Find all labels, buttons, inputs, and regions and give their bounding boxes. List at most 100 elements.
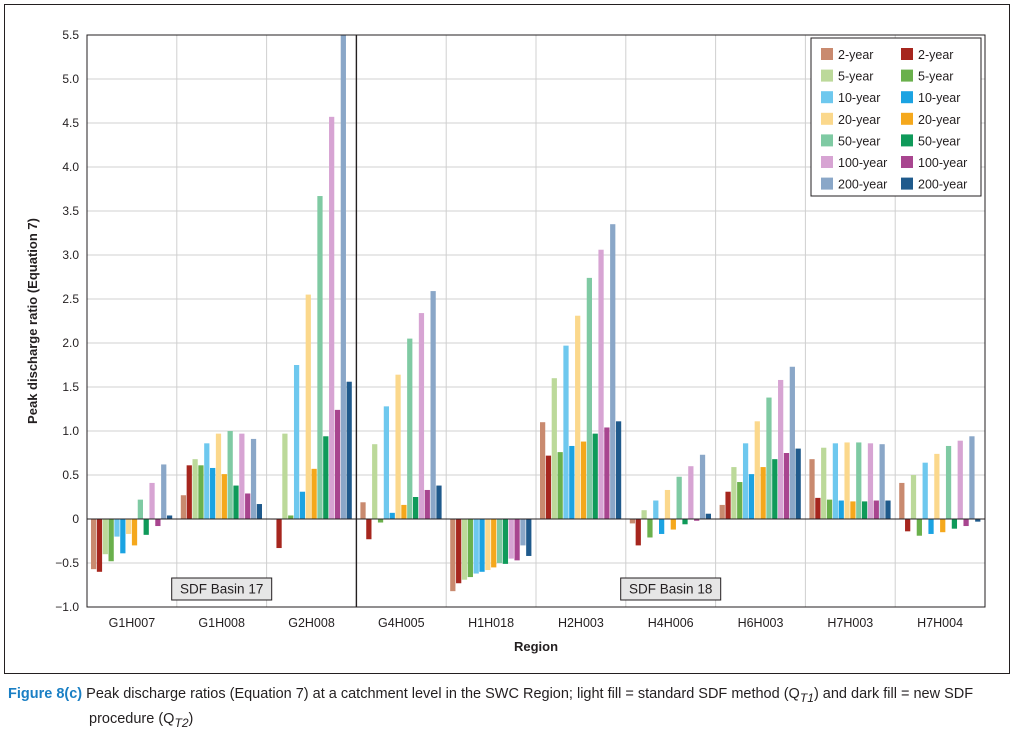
bar: [473, 519, 479, 574]
bar: [928, 519, 934, 534]
bar: [694, 519, 700, 521]
bar: [293, 365, 300, 519]
y-tick-label: 3.0: [62, 248, 79, 262]
bar: [699, 454, 706, 519]
bar: [120, 519, 126, 554]
bar: [149, 482, 155, 519]
legend-label: 2-year: [918, 48, 953, 62]
bar: [430, 291, 436, 519]
bar: [760, 467, 766, 519]
legend-swatch: [821, 156, 833, 168]
bar: [221, 474, 227, 519]
y-tick-label: 2.5: [62, 292, 79, 306]
basin-label-box: [171, 577, 273, 601]
bar: [180, 495, 187, 519]
bar: [719, 504, 725, 519]
bar: [540, 422, 546, 519]
bar: [520, 519, 526, 546]
bar: [108, 519, 114, 562]
y-tick-label: 1.5: [62, 380, 79, 394]
bar: [844, 442, 850, 519]
bar: [789, 366, 795, 519]
bar: [311, 468, 317, 519]
legend-swatch: [901, 69, 913, 82]
bar: [215, 433, 222, 519]
x-axis-title: Region: [514, 639, 558, 654]
bar: [922, 462, 928, 519]
bar: [867, 443, 874, 519]
bar: [166, 515, 173, 519]
bar: [131, 519, 138, 546]
bar: [276, 519, 282, 549]
bar: [783, 453, 790, 519]
bar: [772, 459, 778, 519]
y-tick-label: −0.5: [55, 556, 79, 570]
bar: [664, 489, 671, 519]
bar: [377, 519, 384, 523]
plot-border: [86, 34, 986, 608]
legend-swatch: [821, 69, 833, 82]
bar: [198, 465, 204, 519]
y-tick-label: 0: [72, 512, 79, 526]
x-tick-label: H1H018: [468, 616, 514, 630]
legend-label: 10-year: [838, 91, 880, 105]
x-tick-label: G1H008: [198, 616, 245, 630]
bar: [957, 440, 963, 519]
bar: [360, 502, 366, 519]
legend-swatch: [901, 177, 913, 190]
bar: [114, 519, 120, 537]
x-tick-label: G2H008: [288, 616, 335, 630]
bar: [809, 459, 815, 519]
bar: [725, 491, 731, 519]
y-tick-label: −1.0: [55, 600, 79, 614]
bar: [245, 493, 251, 519]
y-tick-label: 4.5: [62, 116, 79, 130]
bar: [885, 500, 891, 519]
bar: [821, 447, 827, 519]
bar: [366, 519, 372, 540]
x-tick-label: H6H003: [738, 616, 784, 630]
caption-text: Peak discharge ratios (Equation 7) at a …: [86, 686, 800, 702]
bar: [551, 378, 557, 519]
bar: [340, 35, 346, 519]
legend: [810, 37, 982, 197]
bar: [436, 485, 442, 519]
bar: [192, 459, 198, 519]
legend-label: 10-year: [918, 91, 960, 105]
bar: [856, 442, 862, 519]
bar: [934, 453, 940, 519]
bar: [227, 431, 233, 519]
legend-label: 20-year: [918, 113, 960, 127]
bar: [479, 519, 485, 572]
bar: [731, 467, 737, 519]
bar: [580, 441, 587, 519]
bar: [653, 500, 659, 519]
bar: [450, 519, 456, 592]
figure-caption: Figure 8(c) Peak discharge ratios (Equat…: [8, 684, 1008, 734]
bar: [334, 409, 341, 519]
bar: [951, 519, 958, 529]
legend-label: 200-year: [918, 178, 967, 192]
x-tick-label: H7H003: [827, 616, 873, 630]
bar: [461, 519, 468, 580]
bar: [682, 519, 688, 525]
bar: [861, 501, 868, 519]
bar: [778, 379, 784, 519]
bar: [676, 476, 682, 519]
caption-line-2-end: ): [188, 710, 194, 727]
bar: [832, 443, 839, 519]
bar: [323, 436, 329, 519]
caption-sub-2: T2: [174, 715, 189, 730]
bar: [412, 497, 419, 519]
bar: [963, 519, 969, 527]
x-tick-label: G1H007: [109, 616, 156, 630]
bar: [945, 445, 952, 519]
legend-swatch: [901, 48, 913, 60]
legend-label: 2-year: [838, 48, 873, 62]
bar: [514, 519, 520, 561]
bar: [615, 421, 622, 519]
bar: [372, 444, 378, 519]
caption-line-2: procedure (Q: [89, 710, 175, 727]
bar: [899, 482, 905, 519]
caption-sub-1: T1: [799, 690, 814, 705]
